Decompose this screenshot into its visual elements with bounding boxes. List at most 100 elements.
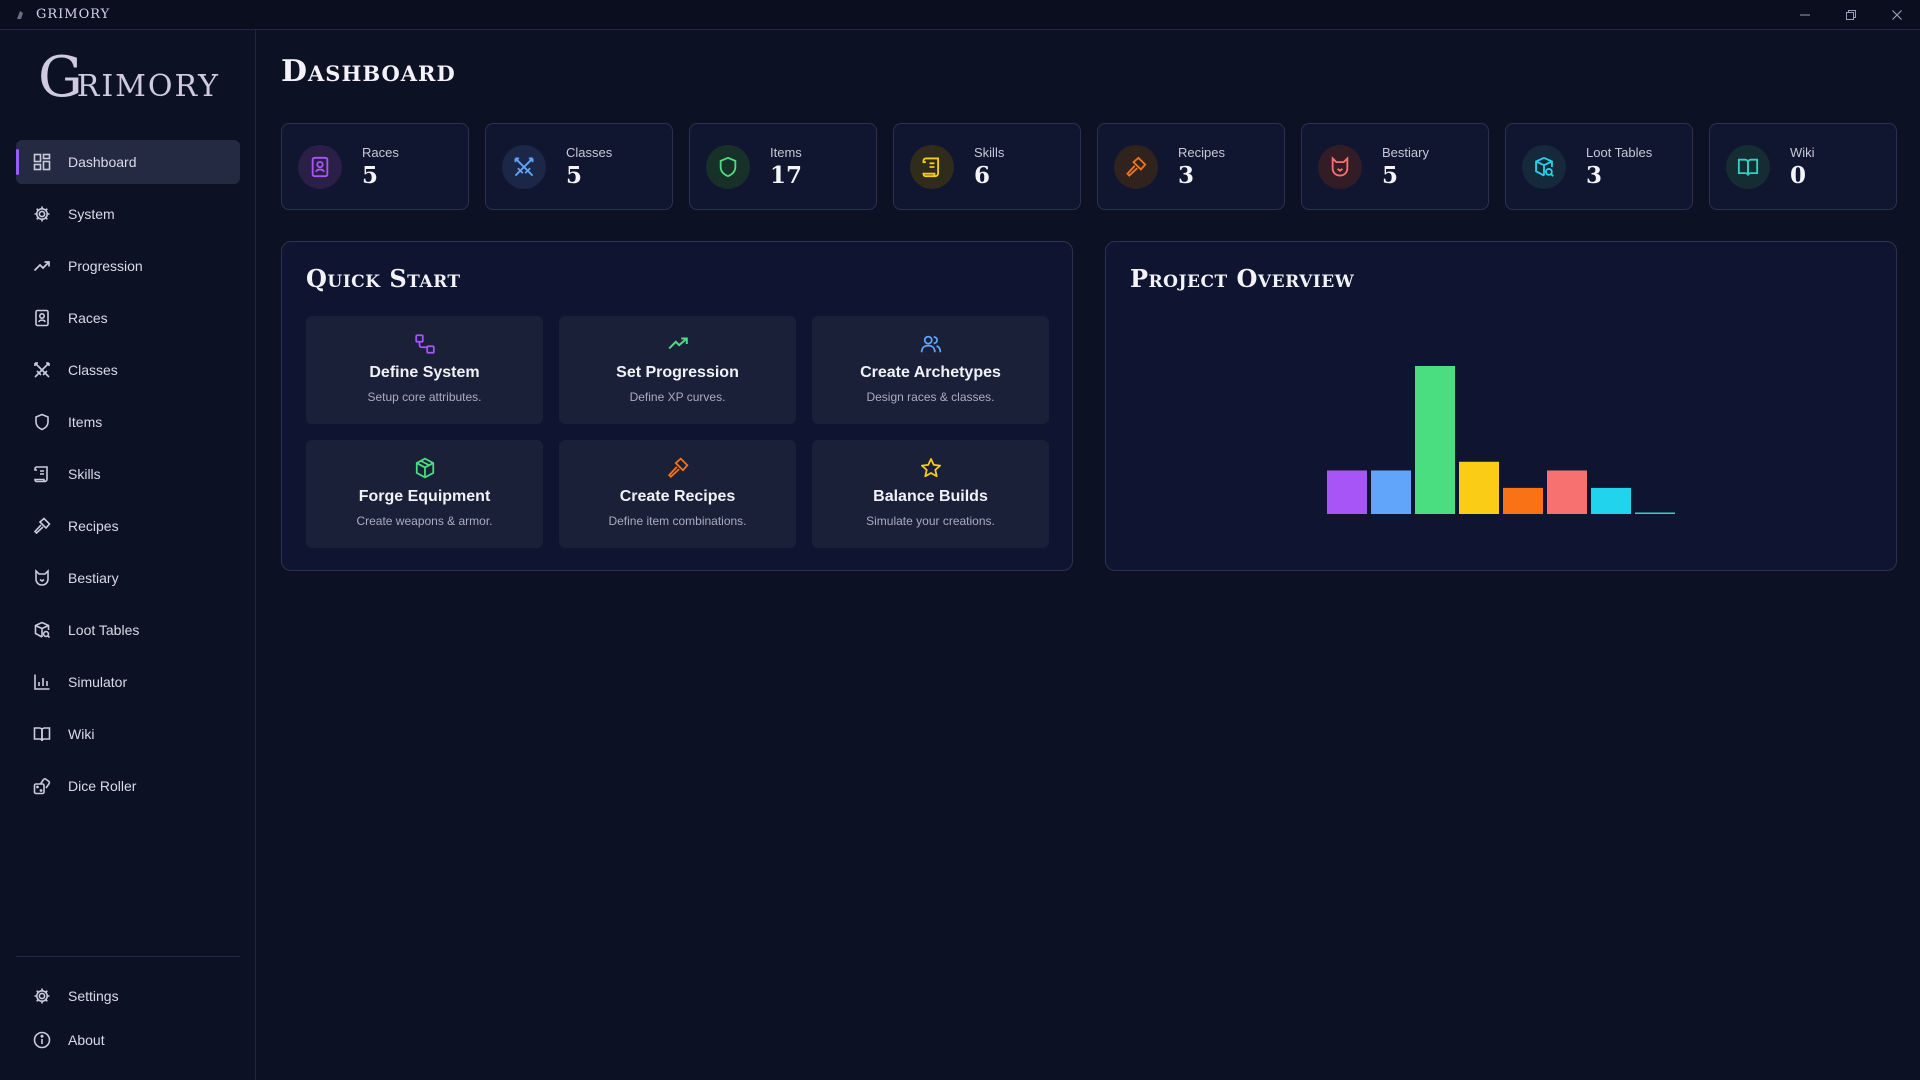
sidebar-item-races[interactable]: Races: [16, 296, 240, 340]
chart-bar-wiki[interactable]: [1635, 512, 1675, 515]
cat-face-icon: [32, 568, 52, 588]
sidebar: G RIMORY Dashboard System Progression: [0, 30, 256, 1080]
sidebar-item-loot-tables[interactable]: Loot Tables: [16, 608, 240, 652]
sidebar-item-simulator[interactable]: Simulator: [16, 660, 240, 704]
main-content: Dashboard Races 5 Classes 5 Items 17 Skills…: [281, 30, 1897, 1080]
stat-card-loot-tables[interactable]: Loot Tables 3: [1505, 123, 1693, 210]
quick-card-define-system[interactable]: Define System Setup core attributes.: [306, 316, 543, 424]
stat-value: 0: [1790, 161, 1807, 189]
stat-value: 3: [1586, 161, 1603, 189]
quick-card-desc: Define item combinations.: [608, 514, 747, 528]
dice-icon: [32, 776, 52, 796]
sidebar-item-progression[interactable]: Progression: [16, 244, 240, 288]
gear-icon: [32, 986, 52, 1006]
stat-value: 6: [974, 161, 991, 189]
quick-card-title: Forge Equipment: [358, 488, 491, 505]
project-overview-chart: [1327, 366, 1675, 515]
chart-bar-bestiary[interactable]: [1547, 470, 1587, 514]
stat-value: 5: [1382, 161, 1399, 189]
app-logo: G RIMORY: [38, 50, 220, 110]
sidebar-item-recipes[interactable]: Recipes: [16, 504, 240, 548]
stat-label: Skills: [974, 144, 1005, 160]
workflow-icon: [413, 332, 437, 356]
chart-bar-skills[interactable]: [1459, 461, 1499, 514]
sidebar-item-label: Recipes: [68, 518, 119, 534]
stat-card-items[interactable]: Items 17: [689, 123, 877, 210]
sidebar-item-label: Classes: [68, 362, 118, 378]
quick-card-desc: Setup core attributes.: [367, 390, 482, 404]
sidebar-item-label: Progression: [68, 258, 143, 274]
stat-card-skills[interactable]: Skills 6: [893, 123, 1081, 210]
quick-card-title: Set Progression: [616, 364, 739, 381]
quick-card-create-recipes[interactable]: Create Recipes Define item combinations.: [559, 440, 796, 548]
scroll-icon: [910, 144, 954, 189]
stat-value: 17: [770, 161, 803, 189]
quick-card-desc: Define XP curves.: [629, 390, 726, 404]
sidebar-item-dashboard[interactable]: Dashboard: [16, 140, 240, 184]
chart-bar-loot-tables[interactable]: [1591, 487, 1631, 514]
quick-start-grid: Define System Setup core attributes. Set…: [306, 316, 1049, 548]
logo-initial: G: [38, 45, 83, 110]
sidebar-item-label: Simulator: [68, 674, 128, 690]
sidebar-item-label: Bestiary: [68, 570, 119, 586]
quick-card-title: Create Archetypes: [860, 364, 1001, 381]
sidebar-item-dice-roller[interactable]: Dice Roller: [16, 764, 240, 808]
chart-bar-recipes[interactable]: [1503, 487, 1543, 514]
quick-card-set-progression[interactable]: Set Progression Define XP curves.: [559, 316, 796, 424]
stat-label: Recipes: [1178, 144, 1225, 160]
quick-card-create-archetypes[interactable]: Create Archetypes Design races & classes…: [812, 316, 1049, 424]
title-bar: GRIMORY: [0, 0, 1920, 30]
trending-up-icon: [666, 332, 690, 356]
chart-bar-races[interactable]: [1327, 470, 1367, 514]
dashboard-grid-icon: [32, 152, 52, 172]
chart-bar-classes[interactable]: [1371, 470, 1411, 514]
sidebar-item-items[interactable]: Items: [16, 400, 240, 444]
stat-label: Wiki: [1790, 144, 1815, 160]
sidebar-item-skills[interactable]: Skills: [16, 452, 240, 496]
star-icon: [919, 456, 943, 480]
stat-label: Loot Tables: [1586, 144, 1653, 160]
sidebar-item-classes[interactable]: Classes: [16, 348, 240, 392]
chart-bar-items[interactable]: [1415, 366, 1455, 514]
sidebar-item-label: Items: [68, 414, 103, 430]
sidebar-item-settings[interactable]: Settings: [16, 974, 240, 1018]
users-icon: [919, 332, 943, 356]
sidebar-divider: [16, 956, 240, 957]
quick-card-balance-builds[interactable]: Balance Builds Simulate your creations.: [812, 440, 1049, 548]
sidebar-bottom-nav: Settings About: [16, 974, 240, 1062]
stats-row: Races 5 Classes 5 Items 17 Skills 6 Recipes 3: [281, 123, 1897, 210]
sidebar-item-about[interactable]: About: [16, 1018, 240, 1062]
sidebar-nav: Dashboard System Progression Races Class…: [16, 140, 240, 816]
crossed-swords-icon: [502, 144, 546, 189]
stat-label: Races: [362, 144, 399, 160]
close-icon[interactable]: [1874, 0, 1920, 30]
shield-icon: [706, 144, 750, 189]
stat-card-wiki[interactable]: Wiki 0: [1709, 123, 1897, 210]
quick-card-forge-equipment[interactable]: Forge Equipment Create weapons & armor.: [306, 440, 543, 548]
window-title: GRIMORY: [36, 7, 111, 22]
sidebar-item-label: Settings: [68, 988, 119, 1004]
sidebar-item-system[interactable]: System: [16, 192, 240, 236]
sidebar-item-label: System: [68, 206, 115, 222]
sidebar-item-label: Races: [68, 310, 108, 326]
minimize-icon[interactable]: [1782, 0, 1828, 30]
sidebar-item-label: Loot Tables: [68, 622, 140, 638]
quick-start-title: Quick Start: [306, 264, 461, 293]
stat-card-recipes[interactable]: Recipes 3: [1097, 123, 1285, 210]
stat-card-classes[interactable]: Classes 5: [485, 123, 673, 210]
shield-icon: [32, 412, 52, 432]
sidebar-item-wiki[interactable]: Wiki: [16, 712, 240, 756]
loot-box-icon: [32, 620, 52, 640]
quick-card-desc: Simulate your creations.: [866, 514, 995, 528]
trending-up-icon: [32, 256, 52, 276]
stat-card-bestiary[interactable]: Bestiary 5: [1301, 123, 1489, 210]
open-book-icon: [1726, 144, 1770, 189]
stat-card-races[interactable]: Races 5: [281, 123, 469, 210]
sidebar-item-bestiary[interactable]: Bestiary: [16, 556, 240, 600]
portrait-book-icon: [32, 308, 52, 328]
gear-icon: [32, 204, 52, 224]
page-title: Dashboard: [281, 54, 456, 89]
restore-icon[interactable]: [1828, 0, 1874, 30]
quick-card-desc: Design races & classes.: [866, 390, 995, 404]
stat-value: 3: [1178, 161, 1195, 189]
